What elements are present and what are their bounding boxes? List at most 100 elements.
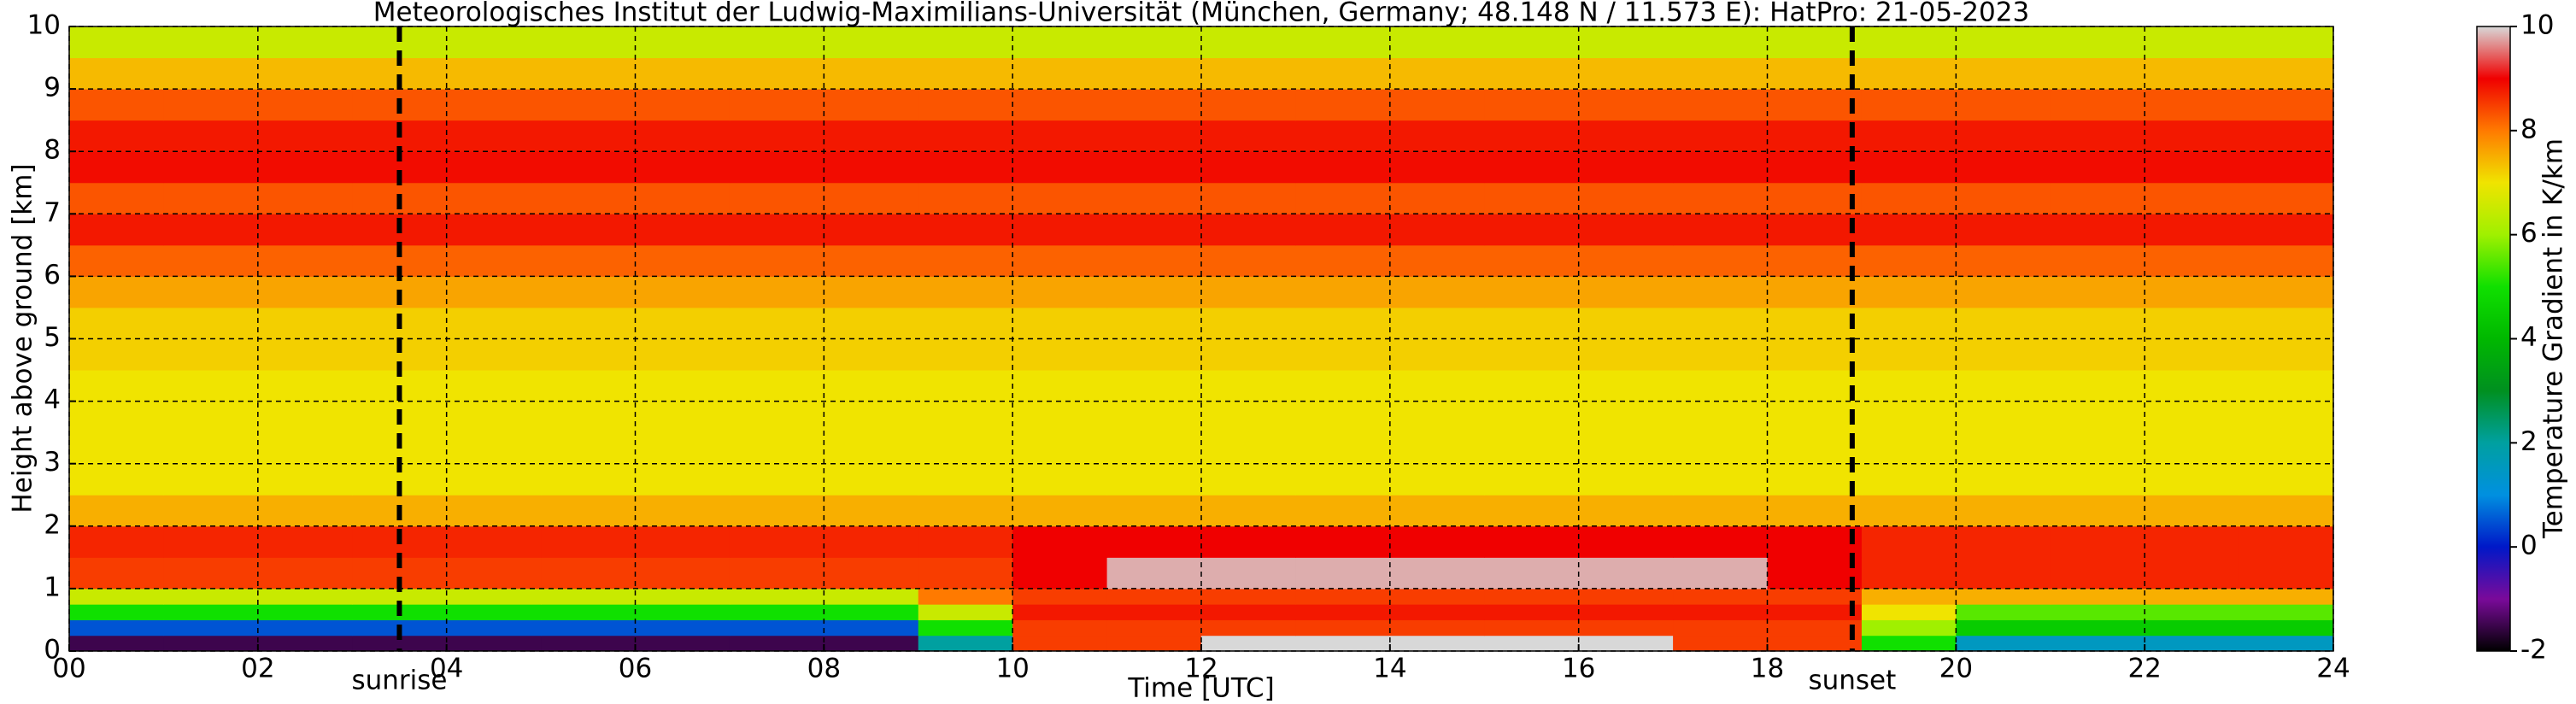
heatmap-cell xyxy=(1201,463,1296,496)
heatmap-cell xyxy=(2239,604,2334,620)
x-tick-label: 12 xyxy=(1184,654,1218,684)
x-tick-label: 02 xyxy=(241,654,274,684)
heatmap-cell xyxy=(1956,588,2051,605)
heatmap-cell xyxy=(1673,120,1768,152)
heatmap-cell xyxy=(729,463,824,496)
heatmap-cell xyxy=(1673,401,1768,433)
heatmap-cell xyxy=(1389,26,1485,59)
heatmap-cell xyxy=(2145,182,2240,214)
heatmap-cell xyxy=(257,588,353,605)
heatmap-cell xyxy=(635,401,731,433)
heatmap-cell xyxy=(729,588,824,605)
heatmap-cell xyxy=(1201,370,1296,402)
heatmap-cell xyxy=(69,495,164,527)
heatmap-cell xyxy=(1767,244,1863,277)
heatmap-cell xyxy=(1484,604,1580,620)
heatmap-cell xyxy=(541,244,636,277)
heatmap-cell xyxy=(1673,182,1768,214)
heatmap-cell xyxy=(1295,57,1391,90)
heatmap-cell xyxy=(1767,276,1863,308)
y-tick-label: 5 xyxy=(44,322,61,353)
heatmap-cell xyxy=(163,619,259,637)
heatmap-cell xyxy=(1956,401,2051,433)
heatmap-cell xyxy=(163,635,259,652)
x-tick-label: 14 xyxy=(1373,654,1406,684)
heatmap-cell xyxy=(1106,151,1202,184)
heatmap-cell xyxy=(1956,151,2051,184)
heatmap-cell xyxy=(635,214,731,246)
heatmap-cell xyxy=(1389,495,1485,527)
heatmap-cell xyxy=(446,26,542,59)
plot-frame xyxy=(68,26,2334,652)
heatmap-cell xyxy=(1012,525,1108,558)
heatmap-cell xyxy=(824,401,919,433)
heatmap-cell xyxy=(1484,120,1580,152)
heatmap-cell xyxy=(163,276,259,308)
heatmap-cell xyxy=(2050,495,2145,527)
heatmap-cell xyxy=(1861,370,1957,402)
heatmap-cell xyxy=(729,89,824,121)
heatmap-cell xyxy=(1673,307,1768,339)
heatmap-cell xyxy=(918,401,1013,433)
heatmap-cell xyxy=(824,619,919,637)
annotation-label: sunset xyxy=(1808,666,1896,696)
heatmap-cell xyxy=(2145,89,2240,121)
heatmap-cell xyxy=(1201,525,1296,558)
heatmap-cell xyxy=(257,525,353,558)
heatmap-cell xyxy=(257,57,353,90)
heatmap-cell xyxy=(1578,588,1674,605)
colorbar xyxy=(2476,26,2511,652)
heatmap-cell xyxy=(446,588,542,605)
heatmap-cell xyxy=(446,276,542,308)
heatmap-cell xyxy=(1861,57,1957,90)
heatmap-cell xyxy=(257,182,353,214)
heatmap-cell xyxy=(824,276,919,308)
heatmap-cell xyxy=(69,120,164,152)
heatmap-cell xyxy=(2050,151,2145,184)
heatmap-cell xyxy=(446,619,542,637)
heatmap-cell xyxy=(635,635,731,652)
heatmap-cell xyxy=(1956,635,2051,652)
heatmap-cell xyxy=(1578,182,1674,214)
heatmap-cell xyxy=(1389,635,1485,652)
heatmap-cell xyxy=(541,57,636,90)
heatmap-cell xyxy=(163,214,259,246)
colorbar-tick-label: 2 xyxy=(2520,426,2538,457)
heatmap-cell xyxy=(1295,495,1391,527)
heatmap-cell xyxy=(1389,604,1485,620)
heatmap-cell xyxy=(2050,525,2145,558)
heatmap-cell xyxy=(2145,619,2240,637)
heatmap-cell xyxy=(1389,120,1485,152)
heatmap-cell xyxy=(1389,463,1485,496)
heatmap-cell xyxy=(446,525,542,558)
heatmap-cell xyxy=(1673,463,1768,496)
heatmap-cell xyxy=(824,463,919,496)
heatmap-cell xyxy=(257,26,353,59)
heatmap-cell xyxy=(1484,401,1580,433)
heatmap-cell xyxy=(729,57,824,90)
heatmap-cell xyxy=(1012,89,1108,121)
heatmap-cell xyxy=(1201,244,1296,277)
heatmap-cell xyxy=(1389,432,1485,465)
colorbar-tick-label: 4 xyxy=(2520,322,2538,353)
heatmap-cell xyxy=(1484,463,1580,496)
heatmap-cell xyxy=(1201,401,1296,433)
heatmap-cell xyxy=(1106,26,1202,59)
heatmap-cell xyxy=(1295,588,1391,605)
heatmap-cell xyxy=(1578,120,1674,152)
heatmap-cell xyxy=(635,26,731,59)
heatmap-cell xyxy=(541,370,636,402)
heatmap-cell xyxy=(1484,57,1580,90)
heatmap-cell xyxy=(69,619,164,637)
colorbar-tick-label: -2 xyxy=(2520,635,2547,666)
heatmap-cell xyxy=(2239,307,2334,339)
heatmap-cell xyxy=(1201,557,1296,590)
heatmap-cell xyxy=(2050,26,2145,59)
heatmap-cell xyxy=(69,338,164,371)
heatmap-cell xyxy=(1578,495,1674,527)
heatmap-cell xyxy=(1012,57,1108,90)
heatmap-cell xyxy=(1578,151,1674,184)
heatmap-cell xyxy=(1767,619,1863,637)
heatmap-cell xyxy=(1106,370,1202,402)
heatmap-cell xyxy=(2239,89,2334,121)
